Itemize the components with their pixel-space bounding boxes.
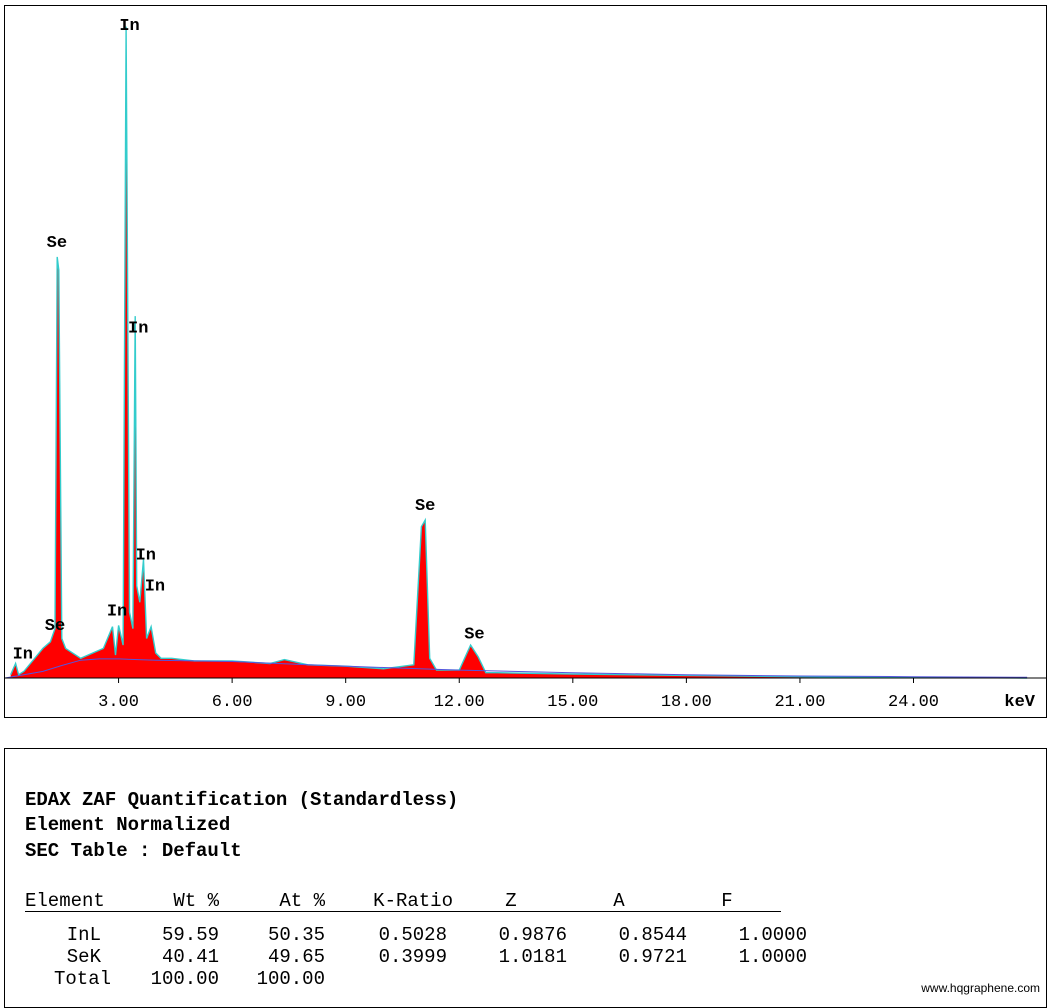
x-axis-label: keV (1004, 693, 1035, 712)
table-cell-f: 1.0000 (738, 924, 807, 946)
peak-label: In (145, 577, 165, 596)
table-cell-element: InL (66, 924, 101, 946)
x-tick-label: 12.00 (434, 693, 485, 712)
peak-label: In (119, 17, 139, 36)
peak-label: In (136, 547, 156, 566)
table-cell-wt: 100.00 (150, 968, 219, 990)
table-cell-kratio: 0.5028 (378, 924, 447, 946)
peak-label: In (128, 320, 148, 339)
table-header-rule (25, 911, 781, 912)
peak-label: Se (415, 497, 435, 516)
table-cell-at: 50.35 (267, 924, 325, 946)
col-header-z: Z (505, 890, 517, 912)
x-tick-label: 15.00 (547, 693, 598, 712)
watermark: www.hqgraphene.com (921, 981, 1040, 995)
table-cell-at: 49.65 (267, 946, 325, 968)
table-cell-z: 1.0181 (498, 946, 567, 968)
spectrum-plot: 3.00 6.00 9.00 12.00 15.00 18.00 21.00 24.00 keV… (5, 17, 1046, 712)
peak-label: In (107, 602, 127, 621)
x-tick-label: 9.00 (325, 693, 366, 712)
table-cell-wt: 40.41 (161, 946, 219, 968)
background-line (5, 658, 1028, 679)
spectrum-outline (10, 26, 1028, 679)
quant-title: EDAX ZAF Quantification (Standardless) (25, 789, 459, 811)
table-cell-a: 0.8544 (618, 924, 687, 946)
col-header-kratio: K-Ratio (373, 890, 453, 912)
table-cell-element: Total (53, 968, 111, 990)
col-header-wt: Wt % (173, 890, 219, 912)
col-header-at: At % (279, 890, 325, 912)
table-cell-element: SeK (66, 946, 101, 968)
peak-label: Se (45, 617, 65, 636)
col-header-a: A (613, 890, 625, 912)
quant-sec-table: SEC Table : Default (25, 840, 242, 862)
table-cell-z: 0.9876 (498, 924, 567, 946)
x-tick-label: 21.00 (774, 693, 825, 712)
quant-subtitle: Element Normalized (25, 814, 231, 836)
table-cell-kratio: 0.3999 (378, 946, 447, 968)
peak-label: Se (464, 626, 484, 645)
col-header-f: F (721, 890, 733, 912)
table-cell-f: 1.0000 (738, 946, 807, 968)
peak-label: Se (47, 234, 67, 253)
table-cell-at: 100.00 (256, 968, 325, 990)
quantification-panel: EDAX ZAF Quantification (Standardless) E… (4, 748, 1047, 1008)
x-tick-label: 18.00 (661, 693, 712, 712)
col-header-element: Element (25, 890, 105, 912)
x-tick-label: 3.00 (98, 693, 139, 712)
x-tick-label: 24.00 (888, 693, 939, 712)
table-cell-a: 0.9721 (618, 946, 687, 968)
table-cell-wt: 59.59 (161, 924, 219, 946)
x-tick-label: 6.00 (212, 693, 253, 712)
peak-label: In (13, 645, 33, 664)
spectrum-panel: 3.00 6.00 9.00 12.00 15.00 18.00 21.00 24.00 keV… (4, 5, 1047, 718)
